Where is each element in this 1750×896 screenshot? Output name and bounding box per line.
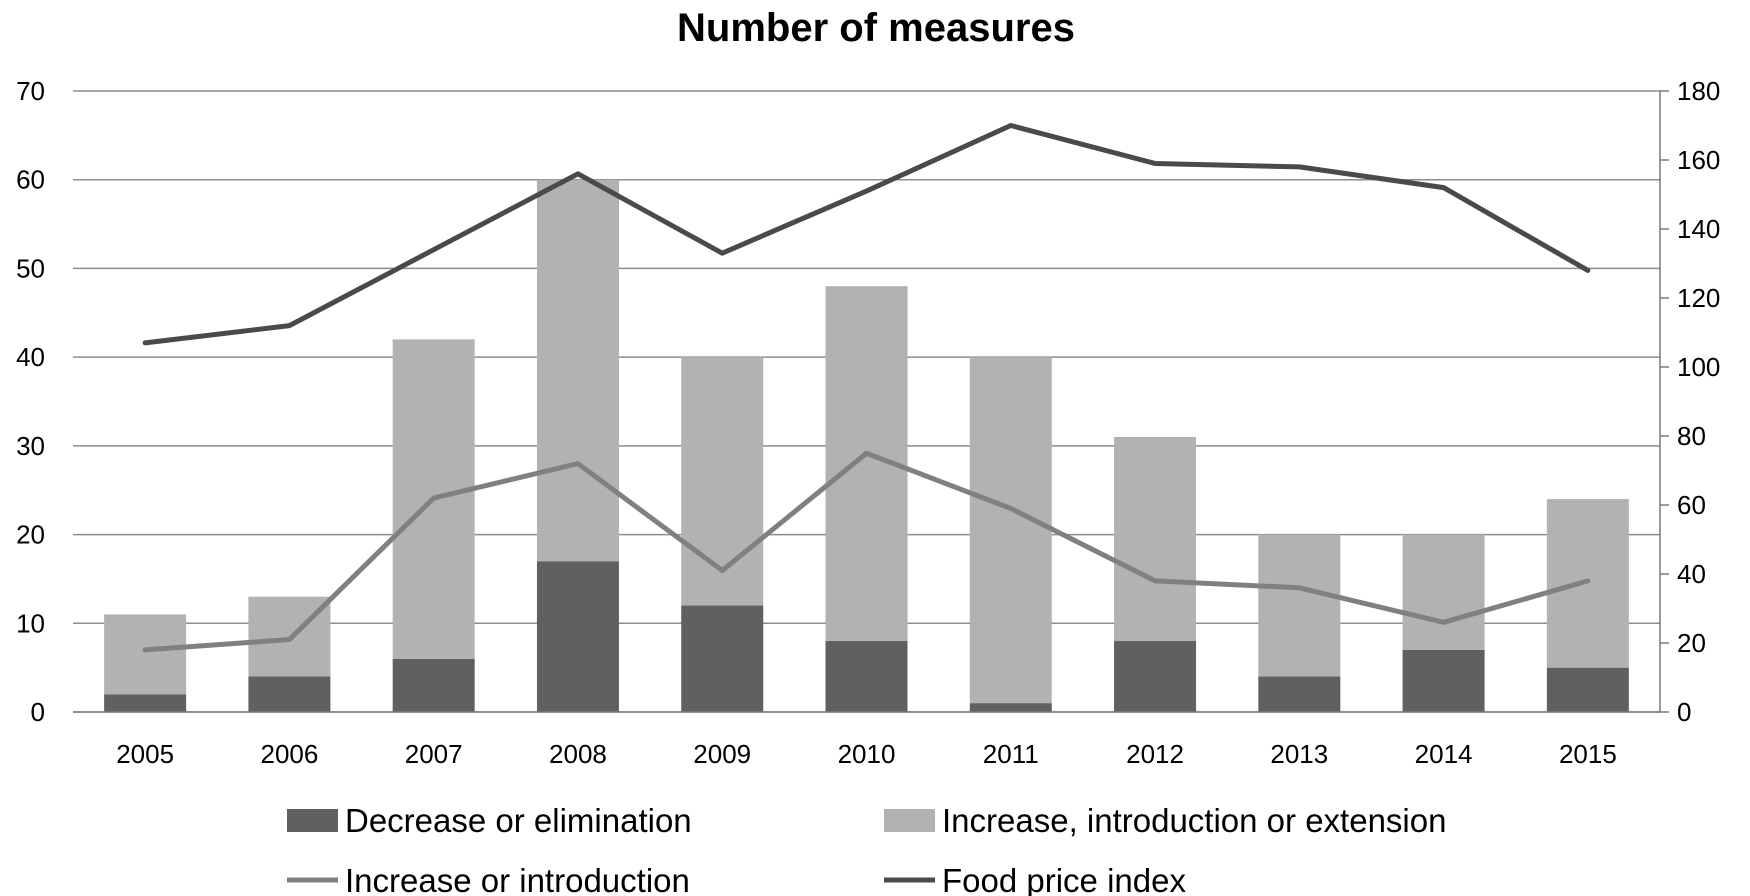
bar bbox=[681, 357, 764, 606]
y-right-tick-label: 120 bbox=[1677, 283, 1720, 313]
bar bbox=[392, 658, 475, 712]
y-right-tick-label: 160 bbox=[1677, 145, 1720, 175]
x-tick-label: 2012 bbox=[1126, 739, 1184, 769]
x-tick-label: 2006 bbox=[260, 739, 318, 769]
legend-swatch bbox=[287, 809, 338, 832]
x-tick-label: 2010 bbox=[838, 739, 896, 769]
y-right-tick-label: 0 bbox=[1677, 697, 1691, 727]
x-tick-label: 2015 bbox=[1559, 739, 1617, 769]
x-tick-label: 2013 bbox=[1270, 739, 1328, 769]
x-tick-label: 2014 bbox=[1415, 739, 1473, 769]
y-right-tick-label: 20 bbox=[1677, 628, 1706, 658]
bars bbox=[104, 179, 1629, 712]
axes: 0 10 20 30 40 50 60 70 0 20 40 60 80 100 120 140 160 180 2… bbox=[16, 76, 1720, 769]
bar bbox=[536, 179, 619, 562]
series-line bbox=[142, 450, 1591, 653]
bar bbox=[969, 357, 1052, 704]
legend-label: Increase, introduction or extension bbox=[942, 802, 1446, 839]
legend: Decrease or elimination Increase, introdu… bbox=[287, 802, 1446, 896]
legend-swatch bbox=[884, 809, 935, 832]
y-left-tick-label: 30 bbox=[16, 431, 45, 461]
x-tick-label: 2005 bbox=[116, 739, 174, 769]
bar bbox=[248, 676, 331, 712]
y-left-tick-label: 10 bbox=[16, 608, 45, 638]
legend-label: Decrease or elimination bbox=[345, 802, 692, 839]
y-left-tick-label: 70 bbox=[16, 76, 45, 106]
x-tick-label: 2007 bbox=[405, 739, 463, 769]
bar bbox=[1258, 534, 1341, 677]
bar bbox=[1114, 436, 1197, 642]
bar bbox=[104, 614, 187, 695]
y-right-tick-label: 80 bbox=[1677, 421, 1706, 451]
x-tick-label: 2011 bbox=[983, 739, 1039, 769]
x-tick-label: 2008 bbox=[549, 739, 607, 769]
legend-label: Increase or introduction bbox=[345, 862, 690, 896]
y-right-tick-label: 100 bbox=[1677, 352, 1720, 382]
bar bbox=[681, 605, 764, 712]
bar bbox=[969, 703, 1052, 712]
legend-label: Food price index bbox=[942, 862, 1186, 896]
series-line bbox=[142, 123, 1591, 346]
y-left-tick-label: 40 bbox=[16, 342, 45, 372]
y-left-tick-label: 50 bbox=[16, 253, 45, 283]
bar bbox=[536, 561, 619, 712]
y-right-tick-label: 60 bbox=[1677, 490, 1706, 520]
bar bbox=[104, 694, 187, 712]
x-tick-label: 2009 bbox=[693, 739, 751, 769]
y-right-tick-label: 180 bbox=[1677, 76, 1720, 106]
lines bbox=[142, 123, 1591, 653]
bar bbox=[1258, 676, 1341, 712]
y-left-tick-label: 20 bbox=[16, 520, 45, 550]
y-right-tick-label: 140 bbox=[1677, 214, 1720, 244]
y-right-tick-label: 40 bbox=[1677, 559, 1706, 589]
bar bbox=[1546, 667, 1629, 712]
y-left-tick-label: 0 bbox=[31, 697, 45, 727]
bar bbox=[1402, 534, 1485, 650]
bar bbox=[1402, 649, 1485, 712]
chart-title: Number of measures bbox=[677, 6, 1075, 50]
bar bbox=[825, 641, 908, 712]
y-left-tick-label: 60 bbox=[16, 165, 45, 195]
bar bbox=[1114, 641, 1197, 712]
